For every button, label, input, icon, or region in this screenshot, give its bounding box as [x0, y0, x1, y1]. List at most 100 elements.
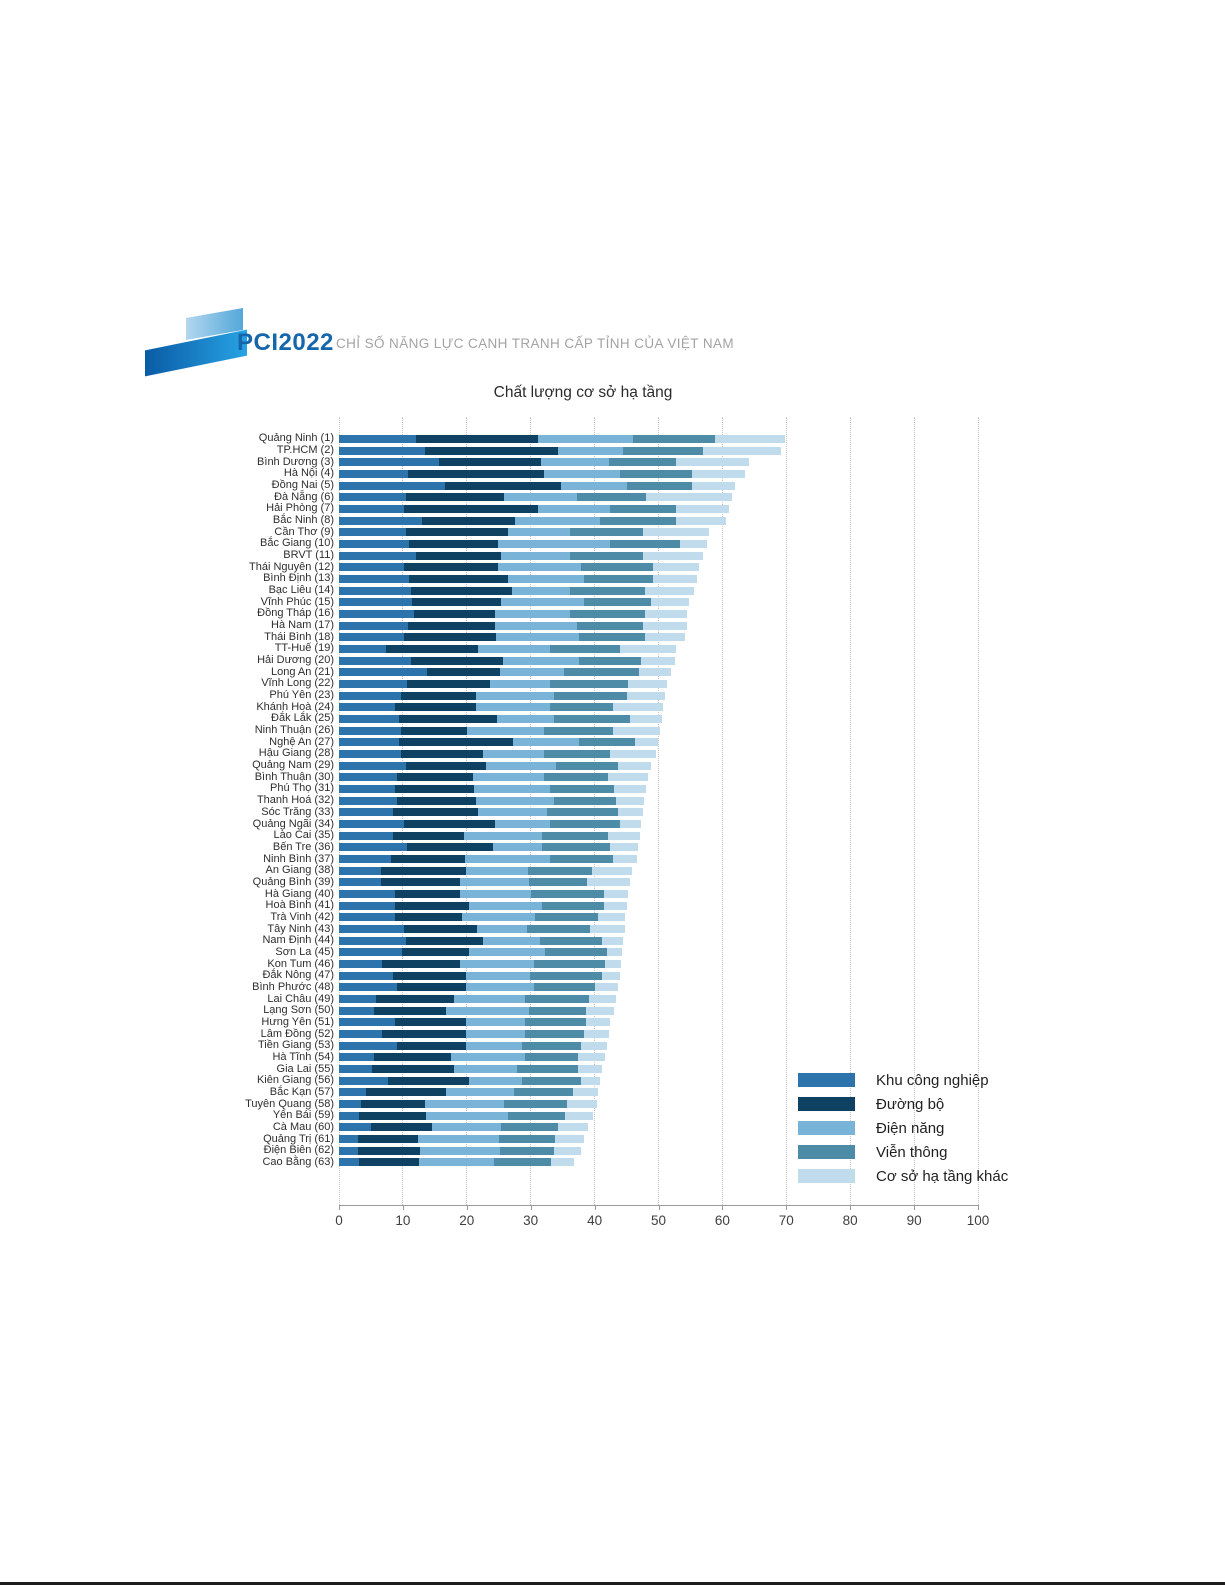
bar-segment-1 [339, 598, 413, 607]
bar-row: Hưng Yên (51) [200, 1016, 785, 1029]
bar-segment-5 [551, 1158, 575, 1167]
bar-segment-2 [409, 539, 499, 548]
bar-row: TT-Huế (19) [200, 643, 785, 655]
gridline-90 [913, 417, 915, 1205]
bar-segment-4 [514, 1088, 574, 1097]
bar-segment-3 [476, 691, 555, 700]
x-tick-40 [594, 1205, 596, 1210]
bar-row: Kon Tum (46) [200, 958, 785, 970]
bar-row: Thanh Hoá (32) [200, 795, 785, 807]
bar-segment-4 [550, 784, 615, 793]
province-label: Đà Nẵng (6) [274, 490, 334, 503]
bar-segment-3 [494, 621, 578, 630]
x-tick-label-40: 40 [587, 1213, 603, 1228]
province-label: Thái Nguyên (12) [249, 560, 334, 573]
bar-segment-5 [601, 936, 624, 945]
bar-row: Bến Tre (36) [200, 841, 785, 854]
stacked-bar [339, 691, 665, 700]
bar-segment-5 [643, 551, 703, 560]
bar-segment-1 [339, 493, 407, 502]
bar-row: Khánh Hoà (24) [200, 701, 785, 713]
bar-row: BRVT (11) [200, 550, 785, 562]
bar-row: Quảng Nam (29) [200, 760, 785, 772]
stacked-bar [339, 633, 685, 642]
bar-segment-2 [397, 773, 474, 782]
bar-segment-3 [498, 539, 610, 548]
province-label: An Giang (38) [265, 864, 334, 877]
bar-segment-4 [550, 703, 614, 712]
bar-segment-4 [609, 458, 676, 467]
bar-segment-4 [516, 1065, 578, 1074]
bar-segment-3 [417, 1135, 500, 1144]
bar-segment-5 [577, 1065, 602, 1074]
province-label: Phú Thọ (31) [269, 782, 334, 795]
stacked-bar [339, 703, 663, 712]
bar-segment-2 [357, 1135, 418, 1144]
bar-segment-3 [512, 738, 580, 747]
province-label: Ninh Thuận (26) [254, 724, 334, 737]
bar-segment-5 [581, 1076, 601, 1085]
bar-row: Long An (21) [200, 666, 785, 678]
province-label: Hà Tĩnh (54) [272, 1050, 334, 1063]
stacked-bar [339, 808, 644, 817]
stacked-bar [339, 1018, 610, 1027]
legend-swatch-icon [798, 1096, 855, 1112]
bar-segment-5 [645, 609, 688, 618]
province-label: Điện Biên (62) [263, 1144, 334, 1157]
bar-row: Bắc Giang (10) [200, 538, 785, 550]
bar-segment-5 [620, 644, 676, 653]
bar-segment-1 [339, 563, 405, 572]
bar-segment-3 [464, 855, 551, 864]
bar-row: Ninh Bình (37) [200, 853, 785, 865]
bar-segment-3 [459, 878, 529, 887]
bar-segment-2 [392, 831, 464, 840]
x-tick-80 [850, 1205, 852, 1210]
bar-segment-2 [399, 738, 513, 747]
bar-segment-1 [339, 1065, 373, 1074]
bar-segment-5 [581, 1041, 607, 1050]
bar-segment-1 [339, 971, 393, 980]
bar-segment-2 [404, 925, 478, 934]
x-tick-label-50: 50 [650, 1213, 667, 1228]
bar-segment-5 [586, 1006, 615, 1015]
bar-segment-3 [432, 1123, 502, 1132]
bar-segment-3 [494, 820, 551, 828]
province-label: Hà Giang (40) [264, 887, 334, 900]
bar-segment-2 [381, 866, 467, 875]
stacked-bar [339, 1030, 609, 1039]
bar-segment-4 [554, 691, 627, 700]
bar-row: Nghệ An (27) [200, 736, 785, 748]
bar-segment-5 [618, 761, 651, 770]
bar-row: Bình Dương (3) [200, 456, 785, 468]
bar-segment-5 [645, 633, 685, 642]
bar-segment-5 [608, 831, 640, 840]
bar-segment-5 [626, 691, 665, 700]
bar-segment-2 [396, 983, 466, 992]
province-label: Lâm Đồng (52) [260, 1027, 334, 1040]
stacked-bar [339, 598, 690, 607]
bar-row: An Giang (38) [200, 865, 785, 877]
bar-segment-4 [550, 820, 621, 828]
bar-segment-1 [339, 1041, 397, 1050]
bar-segment-5 [675, 516, 726, 525]
bar-segment-5 [554, 1135, 584, 1144]
bar-row: Cao Bằng (63) [200, 1156, 785, 1169]
province-label: Đắk Nông (47) [262, 969, 334, 982]
bar-segment-1 [339, 1053, 375, 1062]
bar-row: Đắk Nông (47) [200, 970, 785, 982]
bar-segment-2 [400, 749, 483, 758]
bar-row: Ninh Thuận (26) [200, 725, 785, 737]
bar-segment-4 [527, 866, 593, 875]
bar-segment-3 [498, 563, 581, 572]
bar-segment-1 [339, 1076, 388, 1085]
bar-segment-2 [422, 516, 515, 525]
bar-segment-4 [583, 574, 653, 583]
stacked-bar [339, 551, 703, 560]
province-label: Sóc Trăng (33) [261, 805, 334, 818]
bar-segment-2 [397, 796, 477, 805]
bar-segment-3 [514, 516, 601, 525]
bar-segment-1 [339, 820, 404, 828]
bar-segment-5 [634, 738, 658, 747]
bar-segment-4 [580, 563, 653, 572]
gridline-50 [658, 417, 659, 1205]
